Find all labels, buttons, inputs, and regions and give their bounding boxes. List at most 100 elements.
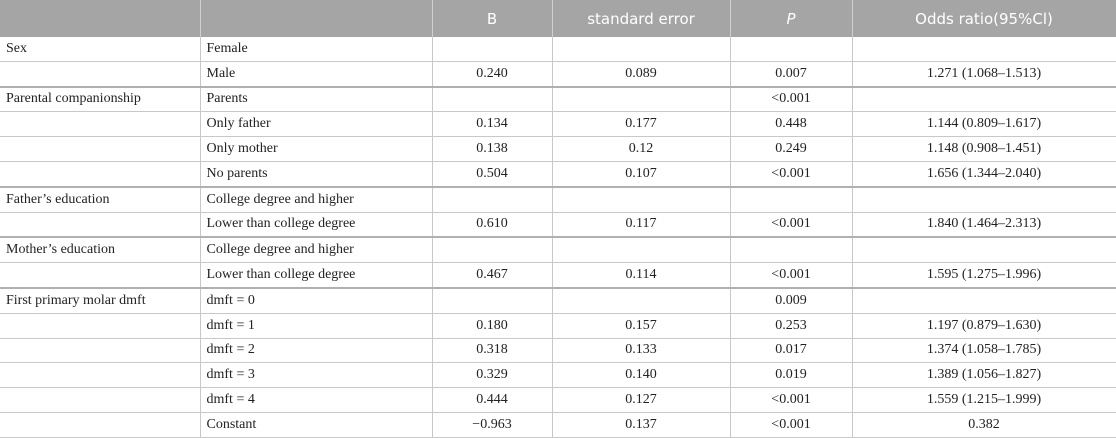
table-row: Male 0.240 0.089 0.007 1.271 (1.068–1.513) [0,61,1116,88]
table-cell: Sex [0,37,201,62]
table-cell [0,61,201,88]
table-cell: 0.249 [730,136,853,162]
table-cell [552,185,731,213]
table-row: Parental companionship Parents <0.001 [0,85,1116,113]
table-cell [432,185,553,213]
header-cell [200,0,433,37]
table-cell: Father’s education [0,185,201,213]
table-cell [432,37,553,62]
table-row: No parents 0.504 0.107 <0.001 1.656 (1.344–2… [0,161,1116,188]
table-cell [0,338,201,364]
table-cell [852,286,1116,314]
table-cell: dmft = 2 [200,338,433,364]
table-cell: 0.009 [730,286,853,314]
table-cell: No parents [200,161,433,188]
table-row: First primary molar dmft dmft = 0 0.009 [0,286,1116,314]
header-cell: Odds ratio(95%Cl) [852,0,1116,37]
table-body: Sex Female Male 0.240 0.089 0.007 1.271 (1.068… [0,37,1116,438]
table-cell [552,37,731,62]
table-row: Only mother 0.138 0.12 0.249 1.148 (0.908–1.… [0,136,1116,162]
table-cell: 0.137 [552,412,731,438]
table-cell [552,286,731,314]
table-cell: 0.177 [552,111,731,138]
table-cell: 1.595 (1.275–1.996) [852,262,1116,289]
table-cell [432,286,553,314]
table-cell [432,85,553,113]
table-cell: dmft = 0 [200,286,433,314]
table-cell: 1.197 (0.879–1.630) [852,313,1116,339]
table-cell: 1.271 (1.068–1.513) [852,61,1116,88]
table-cell: 0.240 [432,61,553,88]
table-cell: 0.448 [730,111,853,138]
table-cell [552,85,731,113]
table-cell [730,37,853,62]
table-cell: Lower than college degree [200,212,433,238]
table-cell [852,236,1116,264]
table-row: Lower than college degree 0.467 0.114 <0.00… [0,262,1116,289]
table-cell: dmft = 1 [200,313,433,339]
table-cell: 0.127 [552,387,731,413]
table-row: Constant −0.963 0.137 <0.001 0.382 [0,412,1116,438]
table-cell: 1.656 (1.344–2.040) [852,161,1116,188]
table-cell: Female [200,37,433,62]
table-cell: 1.840 (1.464–2.313) [852,212,1116,238]
table-row: dmft = 1 0.180 0.157 0.253 1.197 (0.879–1.63… [0,313,1116,339]
table-cell [552,236,731,264]
table-cell: 0.504 [432,161,553,188]
table-cell [852,85,1116,113]
table-cell: 1.144 (0.809–1.617) [852,111,1116,138]
table-cell: Parents [200,85,433,113]
table-cell [852,37,1116,62]
table-row: dmft = 2 0.318 0.133 0.017 1.374 (1.058–1.78… [0,338,1116,364]
table-cell: <0.001 [730,85,853,113]
table-cell [0,412,201,438]
table-cell: <0.001 [730,161,853,188]
table-row: Only father 0.134 0.177 0.448 1.144 (0.809–1… [0,111,1116,138]
table-cell: 0.253 [730,313,853,339]
table-row: dmft = 4 0.444 0.127 <0.001 1.559 (1.215–1.9… [0,387,1116,413]
table-cell: 0.467 [432,262,553,289]
table-cell: Constant [200,412,433,438]
table-row: Mother’s education College degree and hig… [0,236,1116,264]
table-cell: 0.134 [432,111,553,138]
header-cell: P [730,0,853,37]
table-cell: <0.001 [730,387,853,413]
table-cell: Only father [200,111,433,138]
table-cell: 1.559 (1.215–1.999) [852,387,1116,413]
table-cell: 0.089 [552,61,731,88]
table-cell: dmft = 4 [200,387,433,413]
header-cell: B [432,0,553,37]
table-cell: <0.001 [730,212,853,238]
table-cell: 0.007 [730,61,853,88]
table-cell: 1.389 (1.056–1.827) [852,362,1116,389]
table-header: B standard error P Odds ratio(95%Cl) [0,0,1116,37]
table-cell: <0.001 [730,412,853,438]
table-cell: 0.382 [852,412,1116,438]
table-row: Father’s education College degree and hig… [0,185,1116,213]
table-cell: 0.017 [730,338,853,364]
table-cell [0,111,201,138]
table-cell: 0.140 [552,362,731,389]
header-cell: standard error [552,0,731,37]
table-cell [852,185,1116,213]
table-cell [0,212,201,238]
table-cell [0,387,201,413]
table-cell [0,262,201,289]
table-cell: 0.12 [552,136,731,162]
table-cell: 1.148 (0.908–1.451) [852,136,1116,162]
table-cell: <0.001 [730,262,853,289]
header-cell [0,0,201,37]
table-cell [432,236,553,264]
table-row: Sex Female [0,37,1116,62]
header-row: B standard error P Odds ratio(95%Cl) [0,0,1116,37]
table-row: dmft = 3 0.329 0.140 0.019 1.389 (1.056–1.82… [0,362,1116,389]
table-cell: College degree and higher [200,236,433,264]
table-cell: Parental companionship [0,85,201,113]
table-cell: 0.138 [432,136,553,162]
table-cell [0,362,201,389]
table-cell: Only mother [200,136,433,162]
table-cell [730,236,853,264]
table-cell: 0.117 [552,212,731,238]
